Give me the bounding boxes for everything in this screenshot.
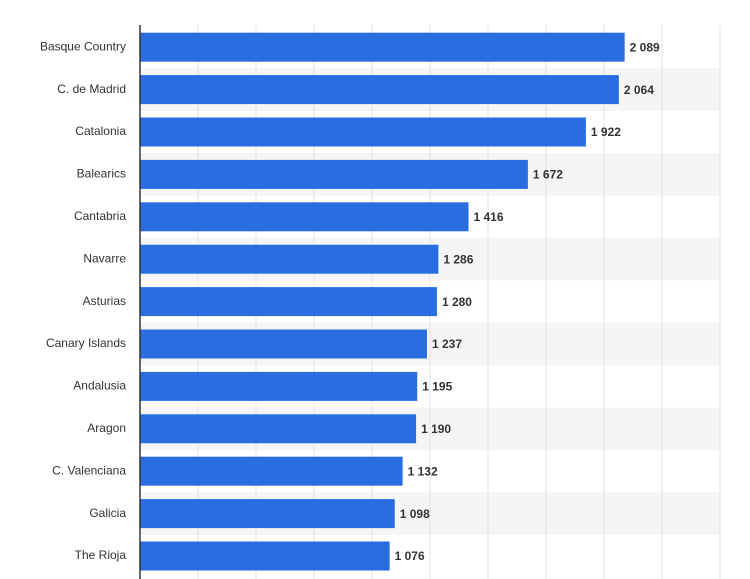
data-label: 1 195 [422, 380, 452, 394]
bar [140, 371, 418, 401]
y-tick-label: Navarre [83, 251, 126, 265]
bar [140, 414, 417, 444]
bar [140, 329, 427, 359]
bar [140, 499, 395, 529]
y-tick-label: Galicia [89, 506, 126, 520]
bar [140, 117, 586, 147]
y-tick-label: Canary Islands [46, 336, 126, 350]
data-label: 1 280 [442, 295, 472, 309]
bar [140, 202, 469, 232]
data-label: 1 132 [408, 464, 438, 478]
data-label: 1 416 [474, 210, 504, 224]
bar [140, 75, 619, 105]
data-label: 1 190 [421, 422, 451, 436]
bar [140, 244, 439, 274]
bar [140, 159, 528, 189]
data-label: 1 237 [432, 337, 462, 351]
data-label: 1 286 [443, 252, 473, 266]
y-tick-label: Basque Country [40, 39, 126, 53]
y-tick-label: C. de Madrid [57, 82, 126, 96]
y-tick-label: Aragon [87, 421, 126, 435]
y-tick-label: C. Valenciana [52, 463, 126, 477]
bar [140, 32, 625, 62]
data-label: 1 672 [533, 168, 563, 182]
bar [140, 456, 403, 486]
data-label: 1 098 [400, 507, 430, 521]
y-tick-label: Asturias [83, 294, 126, 308]
data-label: 1 076 [395, 549, 425, 563]
data-label: 2 089 [630, 40, 660, 54]
y-tick-label: Balearics [77, 167, 126, 181]
bar [140, 287, 437, 317]
y-tick-label: The Rioja [75, 548, 127, 562]
bar [140, 541, 390, 571]
y-tick-label: Cantabria [74, 209, 126, 223]
data-label: 1 922 [591, 125, 621, 139]
data-label: 2 064 [624, 83, 654, 97]
y-tick-label: Catalonia [75, 124, 126, 138]
y-tick-label: Andalusia [73, 379, 126, 393]
